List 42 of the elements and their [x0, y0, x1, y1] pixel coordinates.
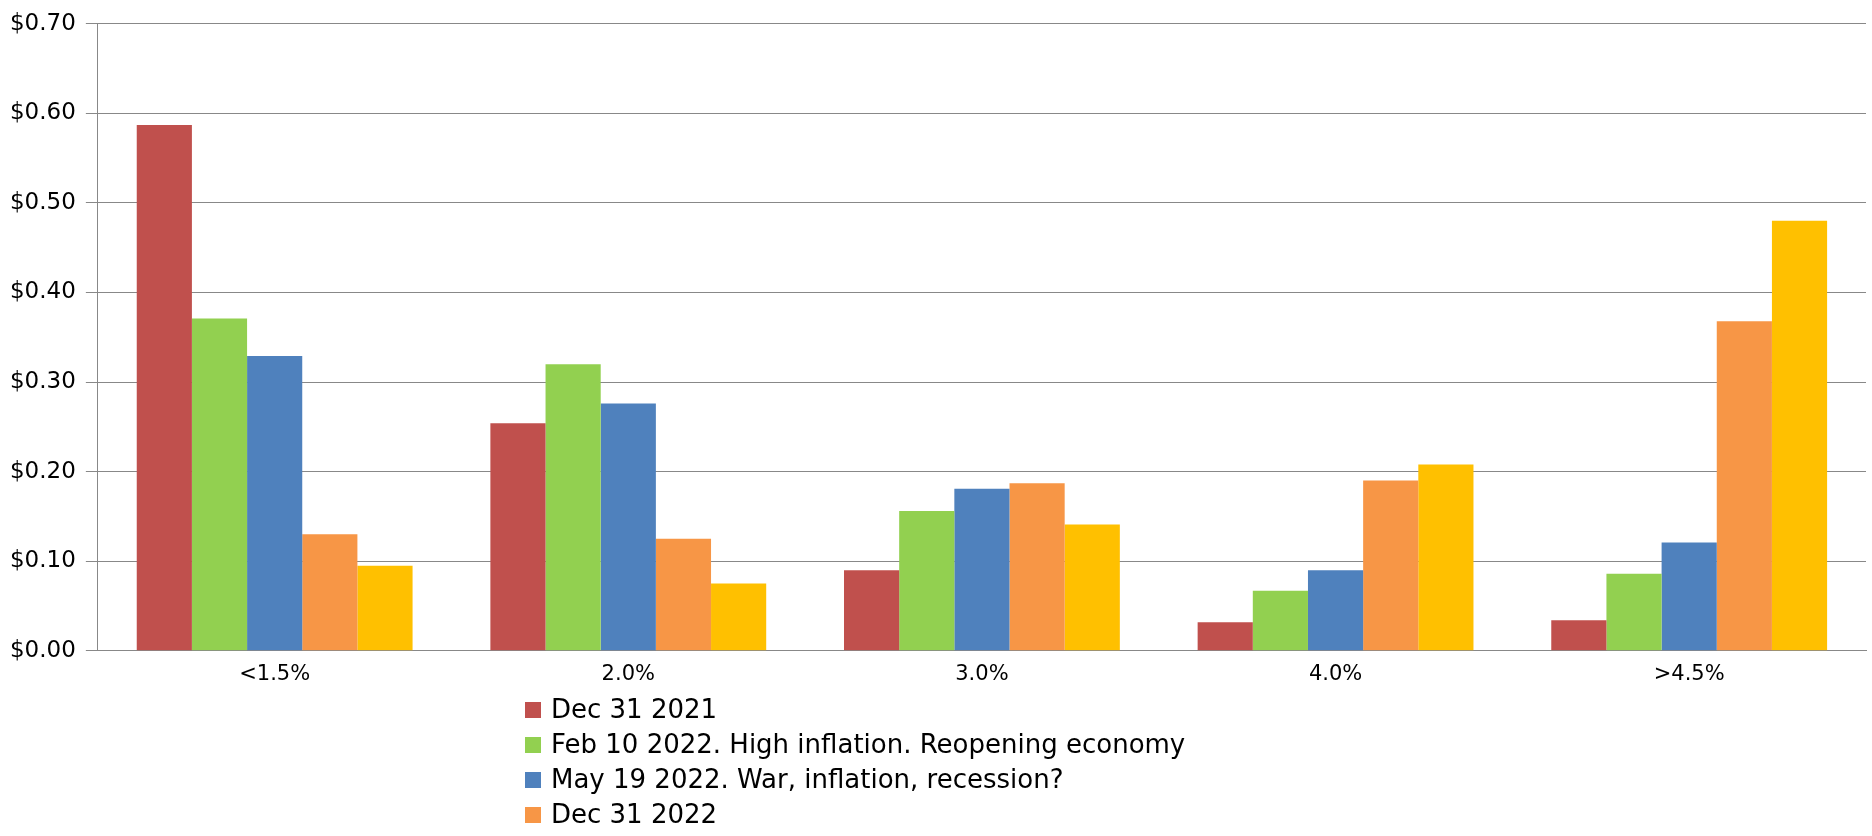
y-tick-label: $0.00 [9, 635, 76, 662]
bar [1418, 464, 1474, 651]
x-tick-label: >4.5% [1653, 660, 1725, 685]
bar [1197, 622, 1253, 651]
bar [1716, 321, 1772, 651]
bar [545, 364, 601, 651]
x-tick-label: <1.5% [239, 660, 311, 685]
bar [1606, 573, 1662, 651]
bar [1661, 542, 1717, 651]
x-tick-label: 2.0% [601, 660, 655, 685]
bar [302, 534, 358, 651]
legend-label: Dec 31 2021 [551, 693, 718, 726]
bar [1771, 220, 1828, 651]
y-tick-label: $0.70 [9, 8, 76, 35]
bar [655, 538, 712, 651]
bar [954, 488, 1010, 651]
bar [1009, 483, 1065, 651]
bar [844, 570, 900, 651]
bar [490, 423, 546, 651]
legend-label: May 19 2022. War, inflation, recession? [551, 763, 1064, 796]
y-tick-label: $0.30 [9, 367, 76, 394]
bar [136, 125, 192, 651]
bar [247, 356, 303, 651]
bar [1551, 620, 1607, 651]
x-tick-label: 3.0% [955, 660, 1009, 685]
bar [357, 565, 413, 651]
y-tick-label: $0.10 [9, 546, 76, 573]
y-tick-label: $0.60 [9, 98, 76, 125]
legend-label: Dec 31 2022 [551, 798, 718, 831]
y-tick-label: $0.20 [9, 456, 76, 483]
bar [1252, 590, 1308, 651]
bar [1064, 524, 1120, 651]
x-tick-label: 4.0% [1308, 660, 1363, 685]
bar [1363, 480, 1419, 651]
bar [600, 403, 656, 651]
legend-label: Feb 10 2022. High inflation. Reopening economy [551, 728, 1186, 761]
bar [1307, 570, 1364, 651]
bar [191, 318, 248, 651]
bar [899, 511, 955, 651]
y-tick-label: $0.50 [9, 187, 76, 214]
y-tick-label: $0.40 [9, 277, 76, 304]
bar [711, 583, 767, 651]
